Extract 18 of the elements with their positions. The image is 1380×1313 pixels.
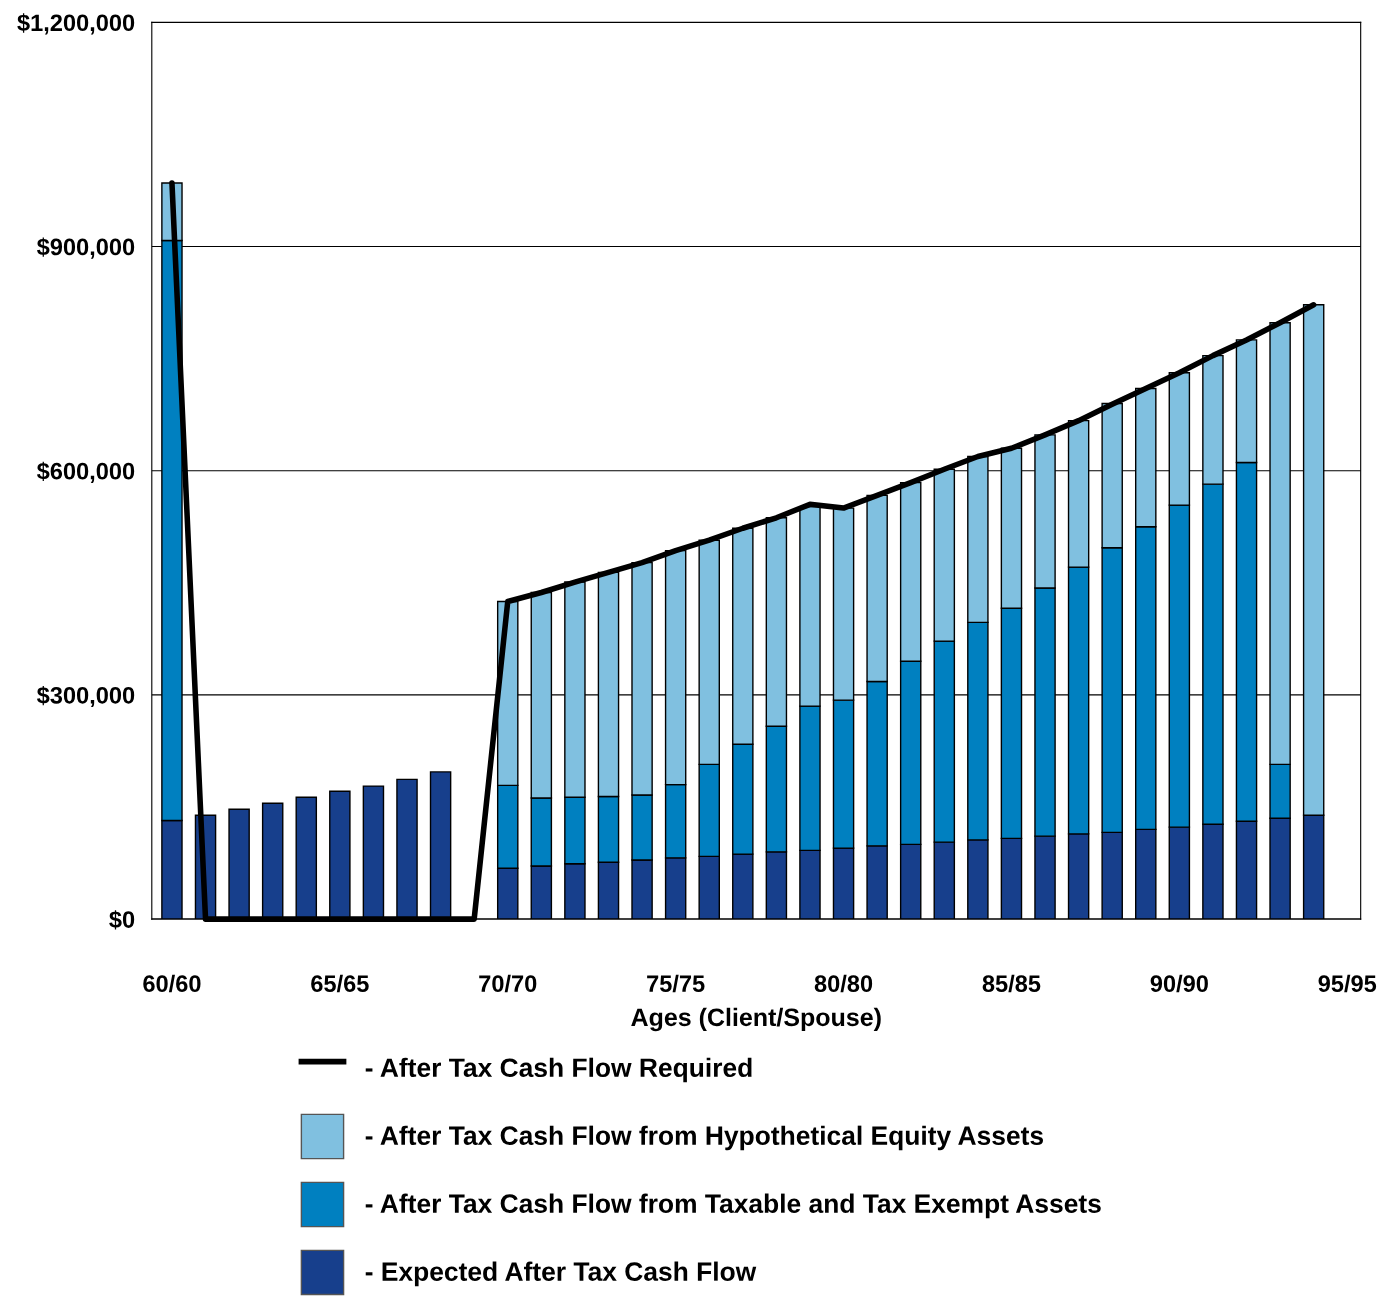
legend-label: - After Tax Cash Flow Required: [365, 1057, 752, 1083]
y-tick-label: $300,000: [36, 685, 135, 708]
legend-label: - After Tax Cash Flow from Taxable and Tax Exempt Assets: [365, 1193, 1101, 1219]
x-tick-label: 95/95: [1318, 974, 1377, 993]
x-axis-title: Ages (Client/Spouse): [631, 1007, 881, 1032]
x-tick-label: 60/60: [143, 974, 201, 993]
x-tick-label: 75/75: [647, 974, 705, 993]
x-tick-label: 70/70: [479, 974, 537, 993]
x-tick-label: 80/80: [814, 974, 873, 993]
y-tick-label: $900,000: [36, 237, 135, 259]
legend-label: - Expected After Tax Cash Flow: [365, 1261, 757, 1287]
x-tick-label: 85/85: [982, 974, 1041, 993]
x-tick-label: 65/65: [311, 974, 369, 993]
y-tick-label: $1,200,000: [17, 13, 135, 35]
y-tick-label: $0: [109, 910, 135, 930]
x-tick-label: 90/90: [1150, 974, 1208, 993]
legend-label: - After Tax Cash Flow from Hypothetical Equity Assets: [365, 1125, 1043, 1151]
y-tick-label: $600,000: [36, 461, 135, 483]
